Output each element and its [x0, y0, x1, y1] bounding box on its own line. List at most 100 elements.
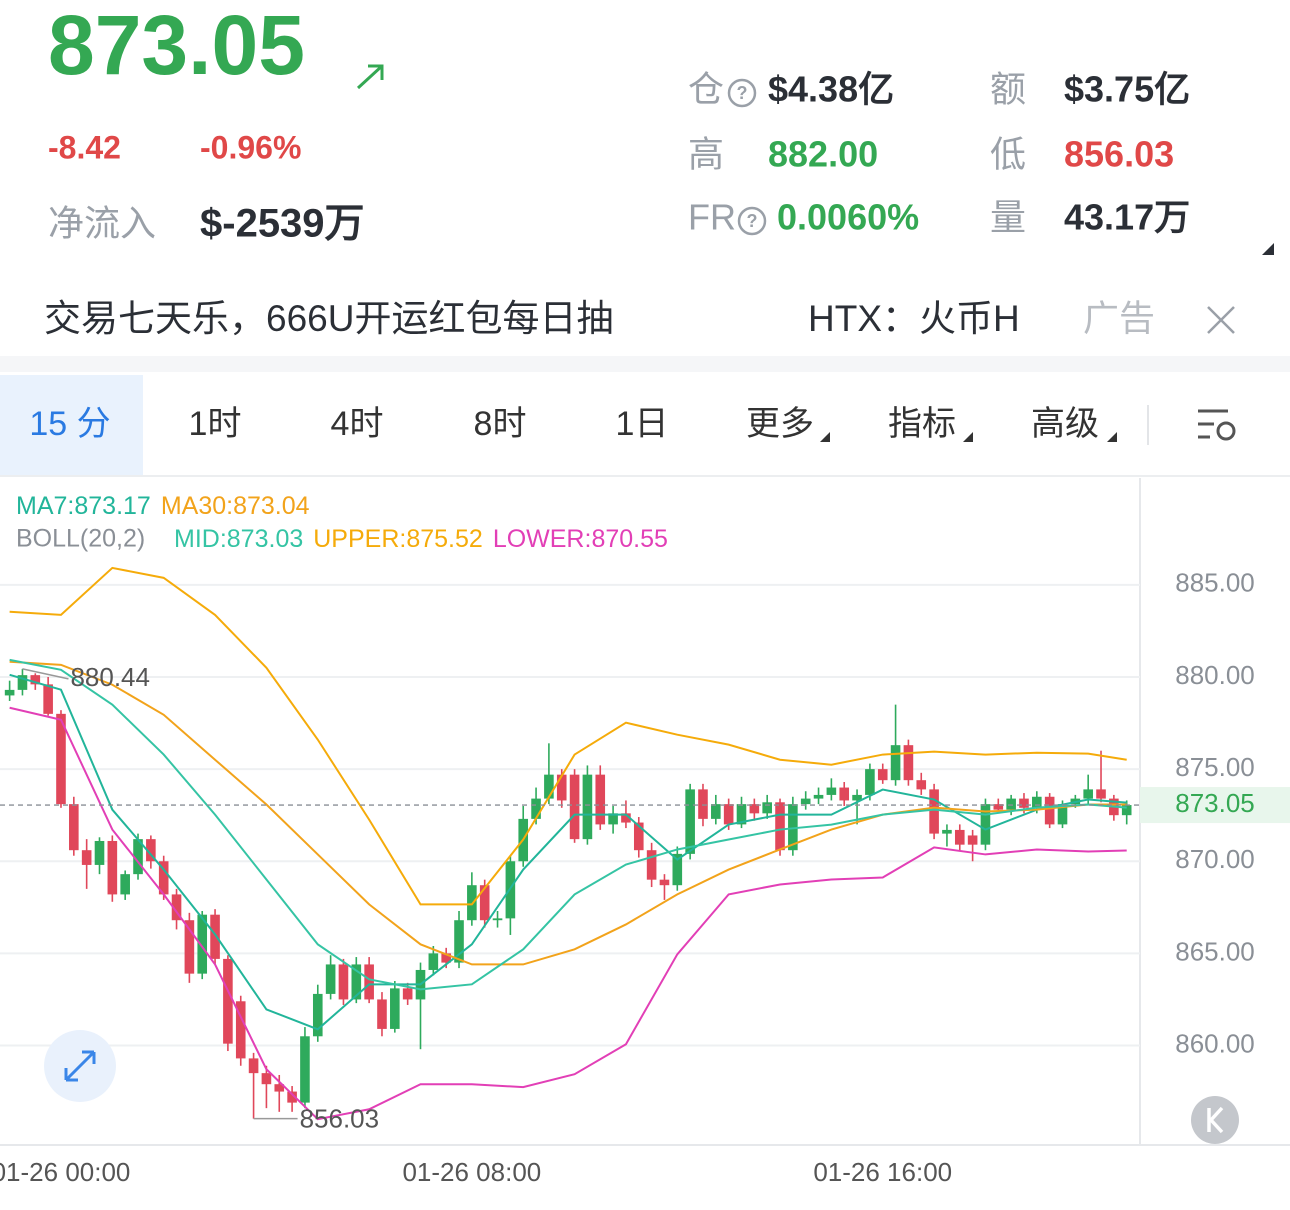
x-tick-label: 01-26 16:00 — [813, 1157, 952, 1187]
candle-body — [1019, 798, 1029, 808]
ad-tag: 广告 — [1083, 298, 1155, 339]
banner-text: 交易七天乐，666U开运红包每日抽 — [44, 298, 613, 339]
candle-body — [402, 988, 413, 1000]
legend-entry: MA30:873.04 — [161, 492, 310, 520]
candle-body — [659, 879, 670, 886]
legend-entry: MA7:873.17 — [16, 492, 151, 520]
dropdown-icon — [963, 432, 973, 442]
y-tick-label: 885.00 — [1175, 568, 1255, 598]
candle-body — [107, 840, 118, 895]
y-tick-label: 875.00 — [1175, 752, 1255, 782]
expand-triangle[interactable] — [1262, 243, 1274, 255]
indicator-line — [9, 658, 1127, 991]
separator — [0, 356, 1290, 372]
indicator-line — [9, 673, 1127, 1031]
candle-body — [582, 774, 593, 840]
candle-body — [569, 774, 580, 840]
candle-body — [120, 874, 130, 895]
candle-body — [325, 964, 336, 994]
candle-body — [197, 914, 208, 974]
candle-body — [685, 789, 695, 854]
tab[interactable]: 1时 — [189, 405, 242, 443]
candle-body — [993, 804, 1004, 810]
candle-body — [531, 798, 541, 819]
up-arrow-icon — [356, 64, 384, 90]
candle-body — [775, 802, 785, 851]
net-inflow-label: 净流入 — [48, 203, 156, 244]
legend-name: MA30: — [161, 492, 233, 520]
candle-body — [749, 804, 760, 814]
candle-body — [94, 840, 105, 865]
candle-body — [223, 958, 233, 1044]
indicator-line — [9, 706, 1127, 1121]
net-inflow-value: $-2539万 — [200, 202, 365, 246]
candle-body — [980, 804, 991, 845]
tab[interactable]: 4时 — [331, 405, 384, 443]
fullscreen-icon — [64, 1050, 96, 1082]
legend-name: UPPER: — [313, 525, 406, 553]
candle-body — [916, 780, 927, 790]
candle-body — [261, 1073, 272, 1085]
candle-body — [890, 745, 901, 781]
candle-body — [877, 769, 888, 781]
legend-entry: LOWER:870.55 — [493, 525, 668, 553]
candle-body — [4, 689, 15, 696]
candle-body — [184, 920, 195, 974]
candle-body — [30, 675, 41, 685]
help-icon[interactable] — [727, 78, 757, 108]
stat-value: 882.00 — [768, 134, 878, 175]
candle-body — [736, 804, 747, 825]
last-price: 873.05 — [48, 0, 305, 92]
tab[interactable]: 指标 — [888, 405, 956, 443]
back-icon — [1207, 1106, 1224, 1134]
close-button[interactable] — [1207, 306, 1235, 334]
candle-body — [248, 1058, 259, 1074]
stat-label: 仓 — [688, 69, 724, 110]
candle-body — [826, 787, 837, 795]
candle-body — [312, 993, 323, 1037]
candle-body — [158, 861, 169, 895]
tab[interactable]: 8时 — [474, 405, 527, 443]
tab[interactable]: 1日 — [616, 405, 669, 443]
candle-body — [672, 853, 683, 886]
dropdown-icon — [820, 432, 830, 442]
candle-body — [839, 787, 850, 801]
stat-value: $3.75亿 — [1064, 69, 1190, 110]
stat-label: 量 — [990, 197, 1026, 238]
candle-body — [133, 839, 143, 875]
candle-body — [967, 835, 978, 845]
candle-body — [377, 999, 387, 1029]
tab[interactable]: 更多 — [746, 405, 814, 443]
help-icon[interactable] — [737, 206, 767, 236]
x-tick-label: 01-26 00:00 — [0, 1157, 130, 1187]
candle-body — [492, 918, 503, 921]
back-to-latest-button[interactable] — [1191, 1096, 1239, 1144]
tab[interactable]: 15 分 — [29, 405, 110, 443]
tab[interactable]: 高级 — [1031, 405, 1099, 443]
candle-body — [711, 804, 721, 819]
last-price-label: 873.05 — [1175, 788, 1255, 818]
tab-selected-bg — [0, 375, 143, 475]
candle-body — [1096, 789, 1106, 799]
stat-label: 额 — [990, 69, 1026, 110]
candle-body — [1044, 796, 1055, 825]
stat-label: FR — [688, 197, 736, 238]
y-tick-label: 865.00 — [1175, 936, 1255, 966]
x-tick-label: 01-26 08:00 — [402, 1157, 541, 1187]
last-price-box — [1140, 787, 1290, 824]
candle-body — [69, 804, 79, 851]
candle-body — [813, 794, 824, 799]
indicator-line — [9, 660, 1127, 966]
price-change-pct: -0.96% — [200, 129, 301, 165]
settings-icon[interactable] — [1198, 409, 1236, 441]
candle-body — [723, 804, 734, 825]
candle-body — [428, 953, 439, 970]
candle-body — [698, 789, 708, 819]
stat-label: 低 — [990, 134, 1026, 175]
legend-name: LOWER: — [493, 525, 592, 553]
candle-body — [338, 964, 349, 1000]
candle-body — [865, 769, 875, 795]
candle-body — [903, 745, 914, 781]
plot: 860.00 865.00 870.00 875.00 880.00 885.00 01-2… — [0, 566, 1290, 1187]
candle-body — [1083, 789, 1093, 799]
